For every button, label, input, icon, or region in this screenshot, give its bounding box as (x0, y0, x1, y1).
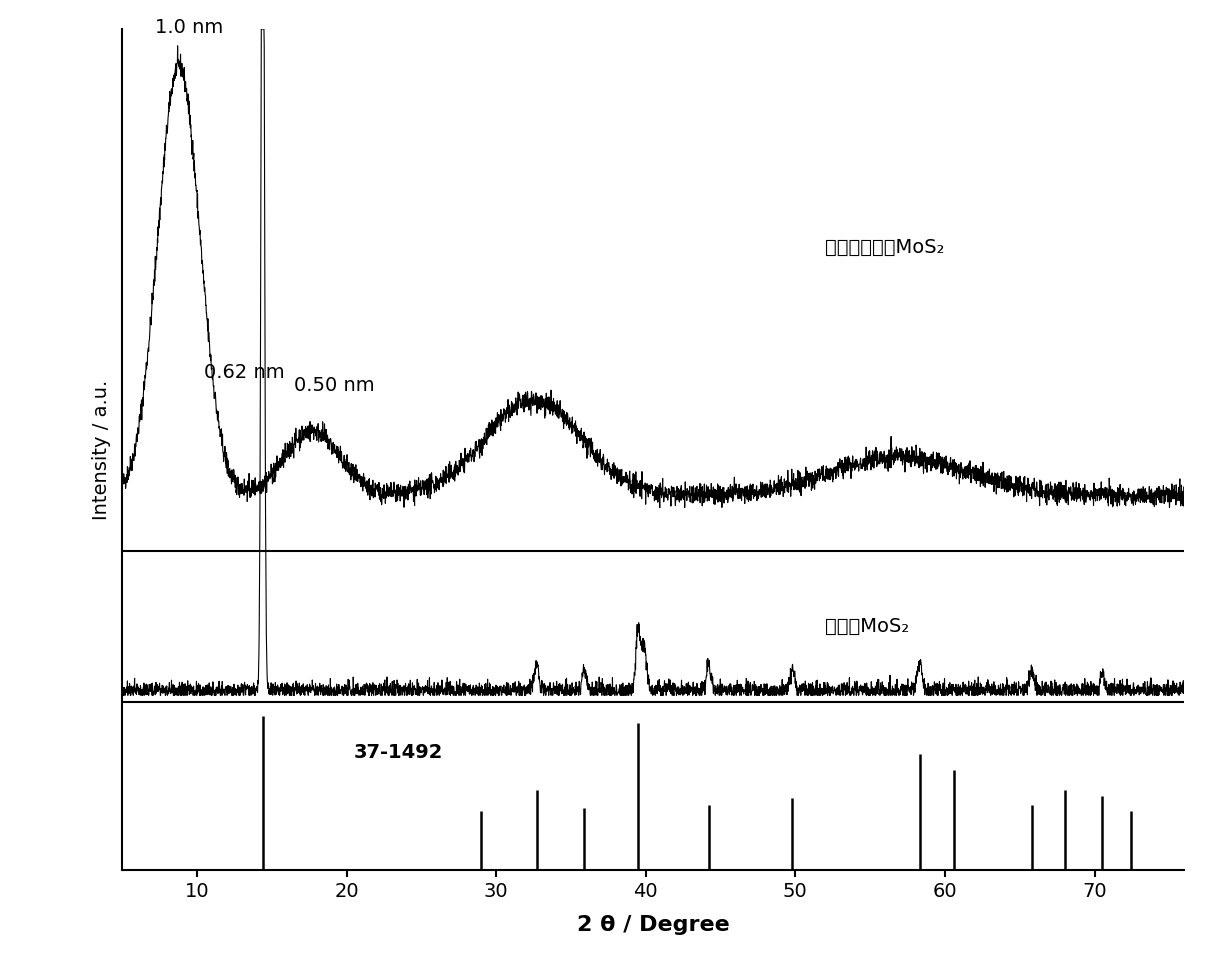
Text: 1.0 nm: 1.0 nm (155, 18, 223, 38)
Text: 商品的MoS₂: 商品的MoS₂ (825, 617, 910, 636)
Text: 0.50 nm: 0.50 nm (294, 376, 375, 396)
Text: 本发明制备的MoS₂: 本发明制备的MoS₂ (825, 238, 945, 257)
Y-axis label: Intensity / a.u.: Intensity / a.u. (92, 379, 111, 520)
Text: 37-1492: 37-1492 (354, 743, 443, 762)
Text: 0.62 nm: 0.62 nm (204, 364, 284, 382)
X-axis label: 2 θ / Degree: 2 θ / Degree (576, 915, 730, 935)
